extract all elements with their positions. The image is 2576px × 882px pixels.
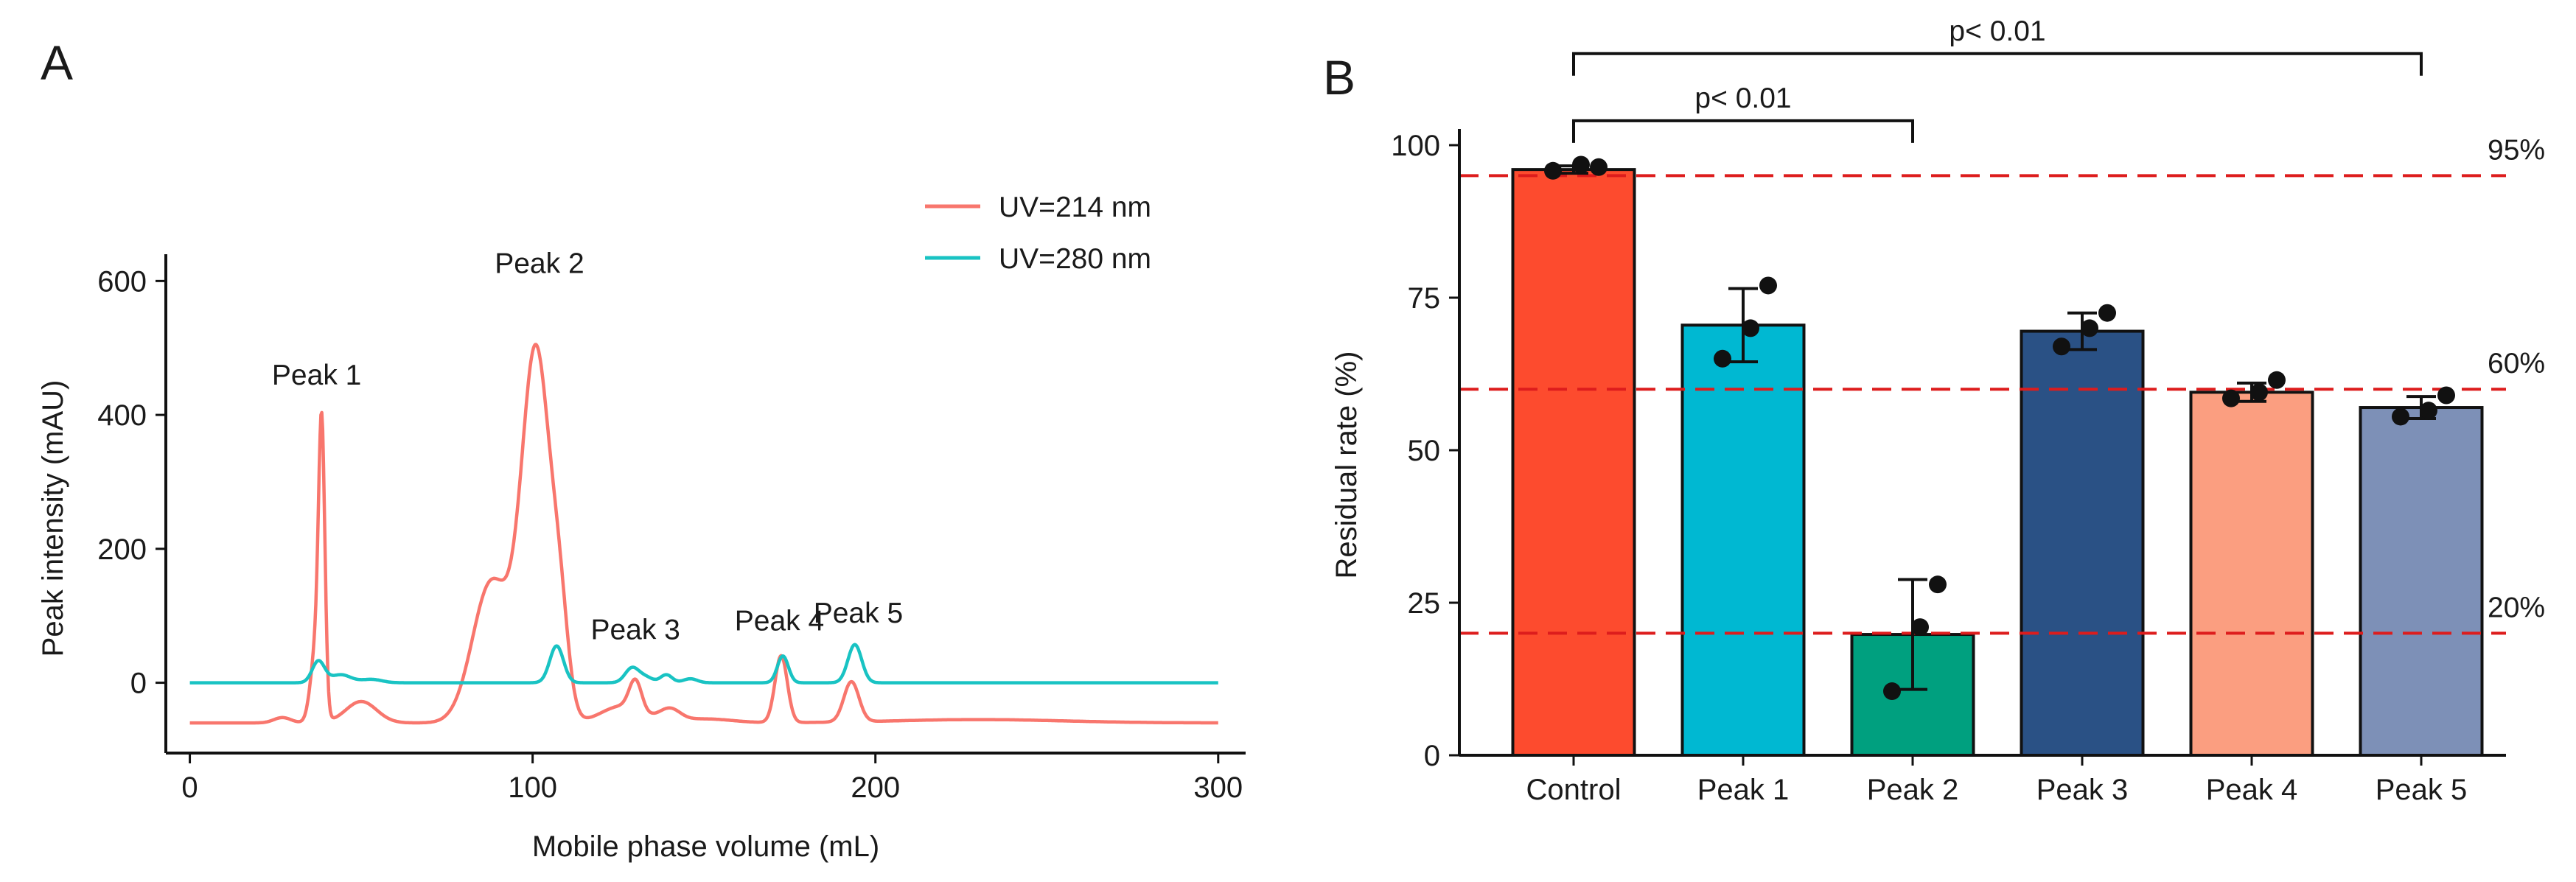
data-point-control [1590, 158, 1608, 176]
threshold-label-95: 95% [2488, 134, 2545, 166]
panel-b-bars [1511, 168, 2484, 757]
y-tick-label: 50 [1408, 435, 1441, 467]
significance-label-peak-2: p< 0.01 [1694, 83, 1791, 114]
data-point-peak-3 [2098, 304, 2116, 322]
bar-peak-5 [2359, 406, 2484, 757]
x-tick-label-peak-5: Peak 5 [2376, 774, 2468, 806]
panel-a-chromatogram: 0 100 200 300 0 200 400 600 Mobile phase volume … [37, 192, 1246, 863]
x-tick-label-peak-4: Peak 4 [2206, 774, 2298, 806]
y-tick-label: 25 [1408, 587, 1441, 620]
significance-bracket-peak-2 [1572, 119, 1914, 143]
panel-a-series [189, 343, 1219, 725]
x-tick-label: 200 [851, 771, 900, 804]
annotation-peak-3: Peak 3 [590, 615, 680, 646]
significance-bracket-peak-5 [1572, 52, 2423, 76]
x-tick-label-peak-3: Peak 3 [2036, 774, 2129, 806]
x-tick-label: 0 [181, 771, 198, 804]
bar-peak-1 [1680, 323, 1806, 757]
panel-b-threshold-lines: 95% 60% 20% [1459, 134, 2545, 635]
data-point-peak-5 [2420, 402, 2437, 420]
y-tick-label: 200 [97, 533, 147, 566]
panel-b-data-points [1544, 155, 2455, 701]
panel-b-letter: B [1323, 50, 1355, 105]
annotation-peak-4: Peak 4 [735, 606, 824, 637]
data-point-peak-3 [2053, 337, 2070, 356]
y-tick-label: 0 [130, 668, 147, 700]
panel-b-error-bars [1559, 164, 2436, 691]
threshold-label-60: 60% [2488, 348, 2545, 379]
panel-a-legend: UV=214 nm UV=280 nm [925, 192, 1151, 275]
y-tick-label: 100 [1391, 130, 1440, 162]
x-tick-label: 100 [508, 771, 557, 804]
data-point-control [1544, 161, 1562, 180]
data-point-peak-5 [2392, 407, 2409, 426]
data-point-control [1572, 155, 1590, 174]
bar-control [1511, 168, 1636, 757]
panel-a-letter: A [41, 35, 73, 90]
panel-b-significance-brackets: p< 0.01 p< 0.01 [1572, 15, 2423, 143]
data-point-peak-3 [2081, 319, 2098, 337]
x-axis-title: Mobile phase volume (mL) [532, 830, 879, 863]
data-point-peak-1 [1759, 276, 1777, 295]
x-tick-label-control: Control [1526, 774, 1622, 806]
x-tick-label: 300 [1193, 771, 1243, 804]
data-point-peak-1 [1714, 349, 1731, 368]
threshold-label-20: 20% [2488, 592, 2545, 623]
bar-peak-4 [2189, 391, 2314, 757]
panel-b-bar-chart: 95% 60% 20% 0 25 50 75 100 Control Peak 1 Peak 2 P… [1330, 15, 2545, 806]
x-tick-label-peak-1: Peak 1 [1697, 774, 1790, 806]
data-point-peak-2 [1883, 682, 1901, 701]
annotation-peak-5: Peak 5 [814, 598, 903, 629]
panel-b-axes: 0 25 50 75 100 Control Peak 1 Peak 2 Peak 3 Peak … [1330, 129, 2506, 806]
data-point-peak-4 [2268, 371, 2286, 389]
y-tick-label: 0 [1424, 740, 1440, 772]
data-point-peak-4 [2250, 383, 2268, 402]
data-point-peak-2 [1929, 575, 1947, 594]
significance-label-peak-5: p< 0.01 [1949, 15, 2045, 47]
y-axis-title: Residual rate (%) [1330, 351, 1363, 578]
legend-label-uv-280-nm: UV=280 nm [999, 243, 1151, 275]
data-point-peak-1 [1742, 319, 1759, 337]
annotation-peak-2: Peak 2 [495, 248, 584, 279]
panel-a-axes: 0 100 200 300 0 200 400 600 Mobile phase volume … [37, 254, 1246, 863]
legend-label-uv-214-nm: UV=214 nm [999, 192, 1151, 223]
bar-peak-3 [2020, 329, 2145, 757]
data-point-peak-2 [1911, 618, 1929, 637]
data-point-peak-5 [2437, 386, 2455, 405]
y-tick-label: 75 [1408, 282, 1441, 315]
annotation-peak-1: Peak 1 [272, 360, 361, 391]
y-tick-label: 400 [97, 399, 147, 432]
y-tick-label: 600 [97, 265, 147, 298]
series-line-uv-280-nm [189, 643, 1219, 685]
x-tick-label-peak-2: Peak 2 [1867, 774, 1959, 806]
series-line-uv-214-nm [189, 343, 1219, 725]
y-axis-title: Peak intensity (mAU) [37, 380, 69, 657]
data-point-peak-4 [2222, 389, 2240, 407]
